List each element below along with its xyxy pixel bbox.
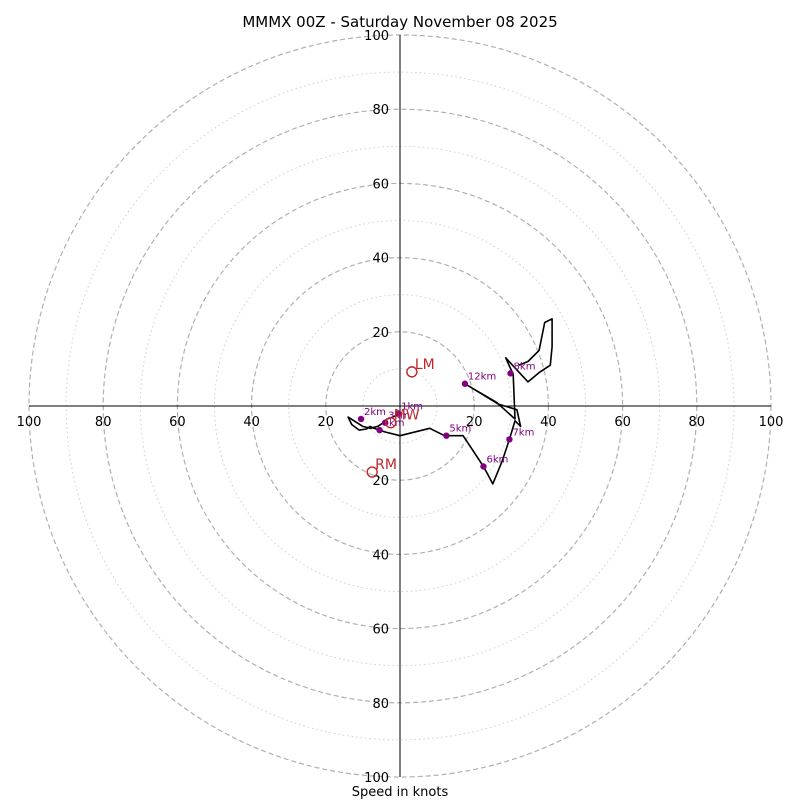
height-marker-dot [376, 426, 383, 434]
height-marker-dot [506, 436, 513, 443]
y-tick-label: 20 [372, 474, 389, 489]
height-marker-label: 7km [512, 427, 534, 438]
height-marker-dot [394, 410, 402, 417]
y-tick-label: 60 [372, 623, 389, 638]
y-tick-label: 60 [372, 177, 389, 192]
storm-motion-marker [366, 466, 378, 478]
x-tick-label: 100 [17, 415, 42, 430]
height-marker-dot [507, 370, 514, 377]
axes [29, 35, 771, 777]
x-tick-label: 60 [169, 415, 186, 430]
wind-trace [347, 317, 553, 485]
x-tick-label: 80 [689, 415, 706, 430]
storm-motion-markers: LM RM MW [366, 357, 435, 478]
x-tick-label: 80 [95, 415, 112, 430]
height-marker-label: 5km [449, 424, 471, 435]
height-marker-label: 3km [388, 411, 410, 422]
height-marker-label: 4km [383, 418, 405, 429]
x-tick-label: 40 [243, 415, 260, 430]
x-tick-label: 60 [614, 415, 631, 430]
y-tick-label: 40 [372, 548, 389, 563]
wind-trace-line [347, 317, 553, 485]
y-tick-label: 80 [372, 697, 389, 712]
height-marker-label: 1km [401, 401, 423, 412]
height-marker-dot [480, 463, 487, 470]
x-tick-label: 20 [466, 415, 483, 430]
chart-title: MMMX 00Z - Saturday November 08 2025 [242, 13, 557, 31]
height-marker-dot [461, 380, 469, 387]
height-marker-label: 6km [486, 454, 508, 465]
height-marker-dot [357, 415, 365, 423]
x-axis-label: Speed in knots [352, 785, 449, 800]
height-marker-dot [443, 432, 450, 439]
height-marker-label: 2km [364, 407, 386, 418]
storm-motion-marker [406, 366, 418, 378]
y-tick-label: 40 [372, 252, 389, 267]
y-tick-label: 100 [364, 29, 389, 44]
y-tick-label: 100 [364, 771, 389, 786]
x-tick-label: 100 [759, 415, 784, 430]
height-marker-label: 8km [514, 361, 536, 372]
x-tick-label: 40 [540, 415, 557, 430]
storm-motion-marker [385, 416, 397, 429]
tick-labels: 100 80 60 40 20 20 40 60 80 100 100 80 60 40 20 20 40 60 8… [17, 29, 784, 786]
y-tick-label: 20 [372, 326, 389, 341]
storm-motion-label: RM [375, 457, 397, 473]
x-tick-label: 20 [318, 415, 335, 430]
y-tick-label: 80 [372, 103, 389, 118]
storm-motion-label: MW [394, 408, 420, 424]
height-marker-label: 12km [468, 372, 496, 383]
storm-motion-label: LM [415, 357, 435, 373]
